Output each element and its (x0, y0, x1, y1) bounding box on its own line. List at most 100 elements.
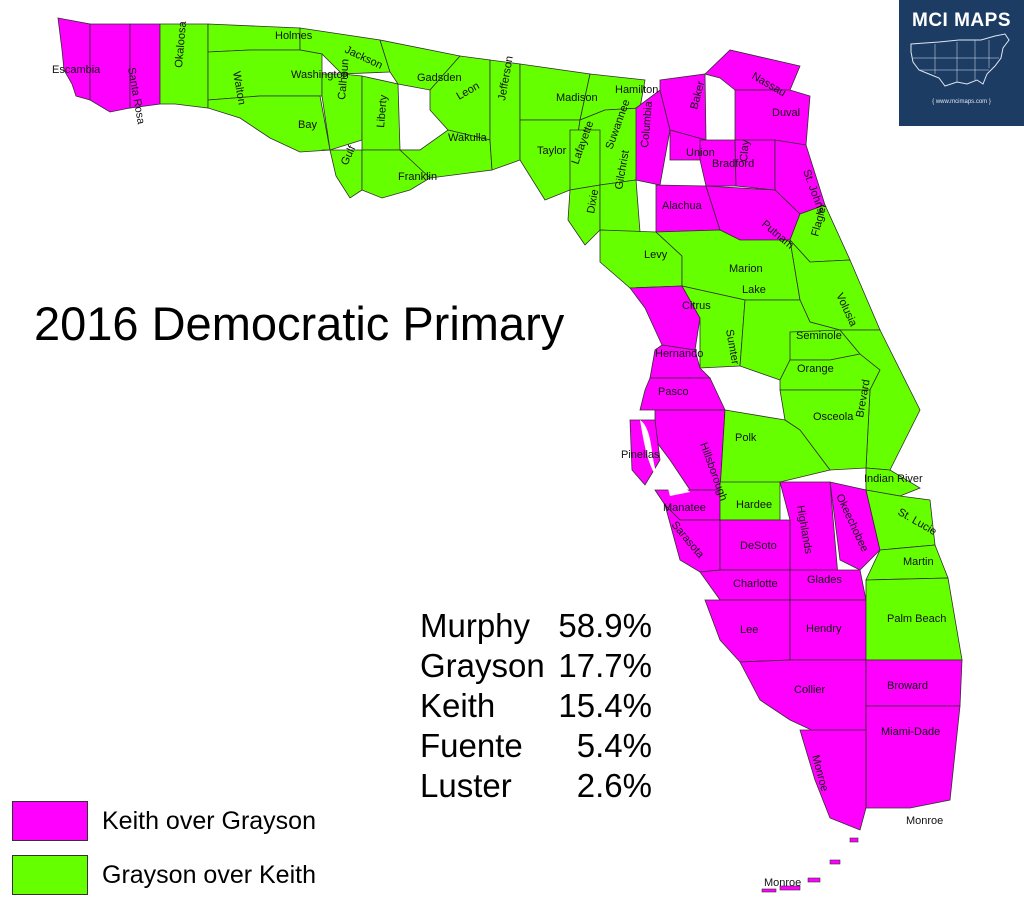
county-indian-river (865, 467, 921, 497)
county-label-seminole: Seminole (796, 330, 842, 342)
county-label-miami-dade: Miami-Dade (881, 726, 940, 738)
county-label-martin: Martin (903, 556, 934, 568)
county-label-duval: Duval (772, 107, 800, 119)
candidate-percent: 2.6% (576, 767, 652, 804)
county-label-madison: Madison (556, 92, 598, 104)
mci-maps-logo: MCI MAPS { www.mcimaps.com } (899, 0, 1024, 126)
result-row-keith: Keith 15.4% (420, 686, 652, 726)
county-walton (159, 23, 209, 109)
county-label-okaloosa: Okaloosa (173, 20, 189, 68)
county-label-lake: Lake (742, 284, 766, 296)
county-label-indian-river: Indian River (864, 473, 923, 485)
county-nassau (704, 49, 801, 91)
bay-water-2 (663, 470, 690, 496)
county-label-union: Union (686, 147, 715, 159)
county-label-desoto: DeSoto (740, 540, 777, 552)
florida-key-4 (779, 885, 801, 891)
county-dixie (567, 184, 601, 246)
legend-label: Keith over Grayson (102, 806, 316, 835)
county-label-washington: Washington (291, 69, 349, 81)
county-miami-dade (865, 705, 961, 809)
legend-item-keith: Keith over Grayson (12, 801, 316, 841)
county-label-bay: Bay (298, 119, 317, 131)
county-label-palm-beach: Palm Beach (887, 613, 946, 625)
county-gadsden (379, 39, 461, 91)
county-bay (207, 95, 331, 153)
county-columbia (635, 89, 671, 186)
result-row-murphy: Murphy 58.9% (420, 606, 652, 646)
result-row-fuente: Fuente 5.4% (420, 726, 652, 766)
county-label-broward: Broward (887, 680, 928, 692)
county-santa-rosa (89, 23, 131, 113)
county-label-orange: Orange (797, 363, 834, 375)
county-label-pinellas: Pinellas (621, 449, 660, 461)
county-label-hardee: Hardee (736, 499, 772, 511)
result-row-luster: Luster 2.6% (420, 766, 652, 806)
county-label-escambia: Escambia (52, 64, 101, 76)
county-sumter (681, 285, 746, 369)
candidate-percent: 17.7% (558, 647, 652, 684)
county-label-franklin: Franklin (398, 171, 437, 183)
county-label-pasco: Pasco (658, 386, 689, 398)
county-escambia (57, 17, 91, 101)
legend-label: Grayson over Keith (102, 860, 316, 889)
county-label-taylor: Taylor (537, 145, 567, 157)
legend-swatch-keith (12, 801, 88, 841)
county-label-columbia: Columbia (639, 100, 655, 148)
county-label-monroe-keys-1: Monroe (906, 815, 943, 827)
candidate-percent: 15.4% (558, 687, 652, 724)
candidate-name: Murphy (420, 607, 531, 644)
county-label-calhoun: Calhoun (336, 58, 352, 100)
county-jefferson (489, 59, 521, 171)
legend-swatch-grayson (12, 855, 88, 895)
county-label-clay: Clay (738, 139, 752, 162)
florida-key-5 (761, 888, 777, 893)
county-label-lee: Lee (740, 624, 758, 636)
county-label-levy: Levy (644, 249, 668, 261)
result-row-grayson: Grayson 17.7% (420, 646, 652, 686)
florida-key-1 (849, 837, 859, 843)
county-label-collier: Collier (794, 684, 826, 696)
county-label-monroe-keys-2: Monroe (764, 877, 801, 889)
usa-outline-map-icon (910, 33, 1010, 87)
county-shapes (57, 17, 963, 831)
county-taylor (519, 119, 581, 201)
county-label-manatee: Manatee (663, 502, 706, 514)
county-label-bradford: Bradford (712, 158, 754, 170)
county-okeechobee (829, 481, 881, 571)
candidate-percent: 5.4% (576, 727, 652, 764)
candidate-name: Fuente (420, 727, 523, 764)
county-duval (734, 89, 811, 146)
county-label-glades: Glades (807, 574, 842, 586)
map-title: 2016 Democratic Primary (34, 297, 565, 350)
county-label-osceola: Osceola (813, 411, 854, 423)
florida-key-2 (829, 859, 841, 865)
county-collier (739, 659, 867, 735)
county-label-hendry: Hendry (806, 623, 842, 635)
legend-item-grayson: Grayson over Keith (12, 855, 316, 895)
county-label-charlotte: Charlotte (733, 578, 778, 590)
county-label-hernando: Hernando (655, 348, 703, 360)
county-label-dixie: Dixie (585, 188, 601, 214)
candidate-percent: 58.9% (558, 607, 652, 644)
florida-key-3 (807, 877, 821, 883)
candidate-name: Grayson (420, 647, 545, 684)
county-label-wakulla: Wakulla (448, 132, 488, 144)
county-label-alachua: Alachua (662, 200, 703, 212)
results-table: Murphy 58.9% Grayson 17.7% Keith 15.4% F… (420, 606, 652, 806)
county-monroe (799, 729, 867, 831)
county-label-polk: Polk (735, 432, 757, 444)
county-label-hamilton: Hamilton (615, 84, 658, 96)
coast-details (640, 420, 859, 893)
county-label-holmes: Holmes (275, 30, 313, 42)
bay-water-1 (640, 420, 668, 488)
county-st-lucie (865, 489, 936, 551)
county-label-walton: Walton (230, 70, 248, 105)
county-label-liberty: Liberty (375, 94, 390, 128)
county-label-marion: Marion (729, 263, 763, 275)
county-label-gadsden: Gadsden (417, 72, 462, 84)
logo-title: MCI MAPS (912, 10, 1011, 31)
county-label-citrus: Citrus (682, 300, 711, 312)
candidate-name: Luster (420, 767, 512, 804)
